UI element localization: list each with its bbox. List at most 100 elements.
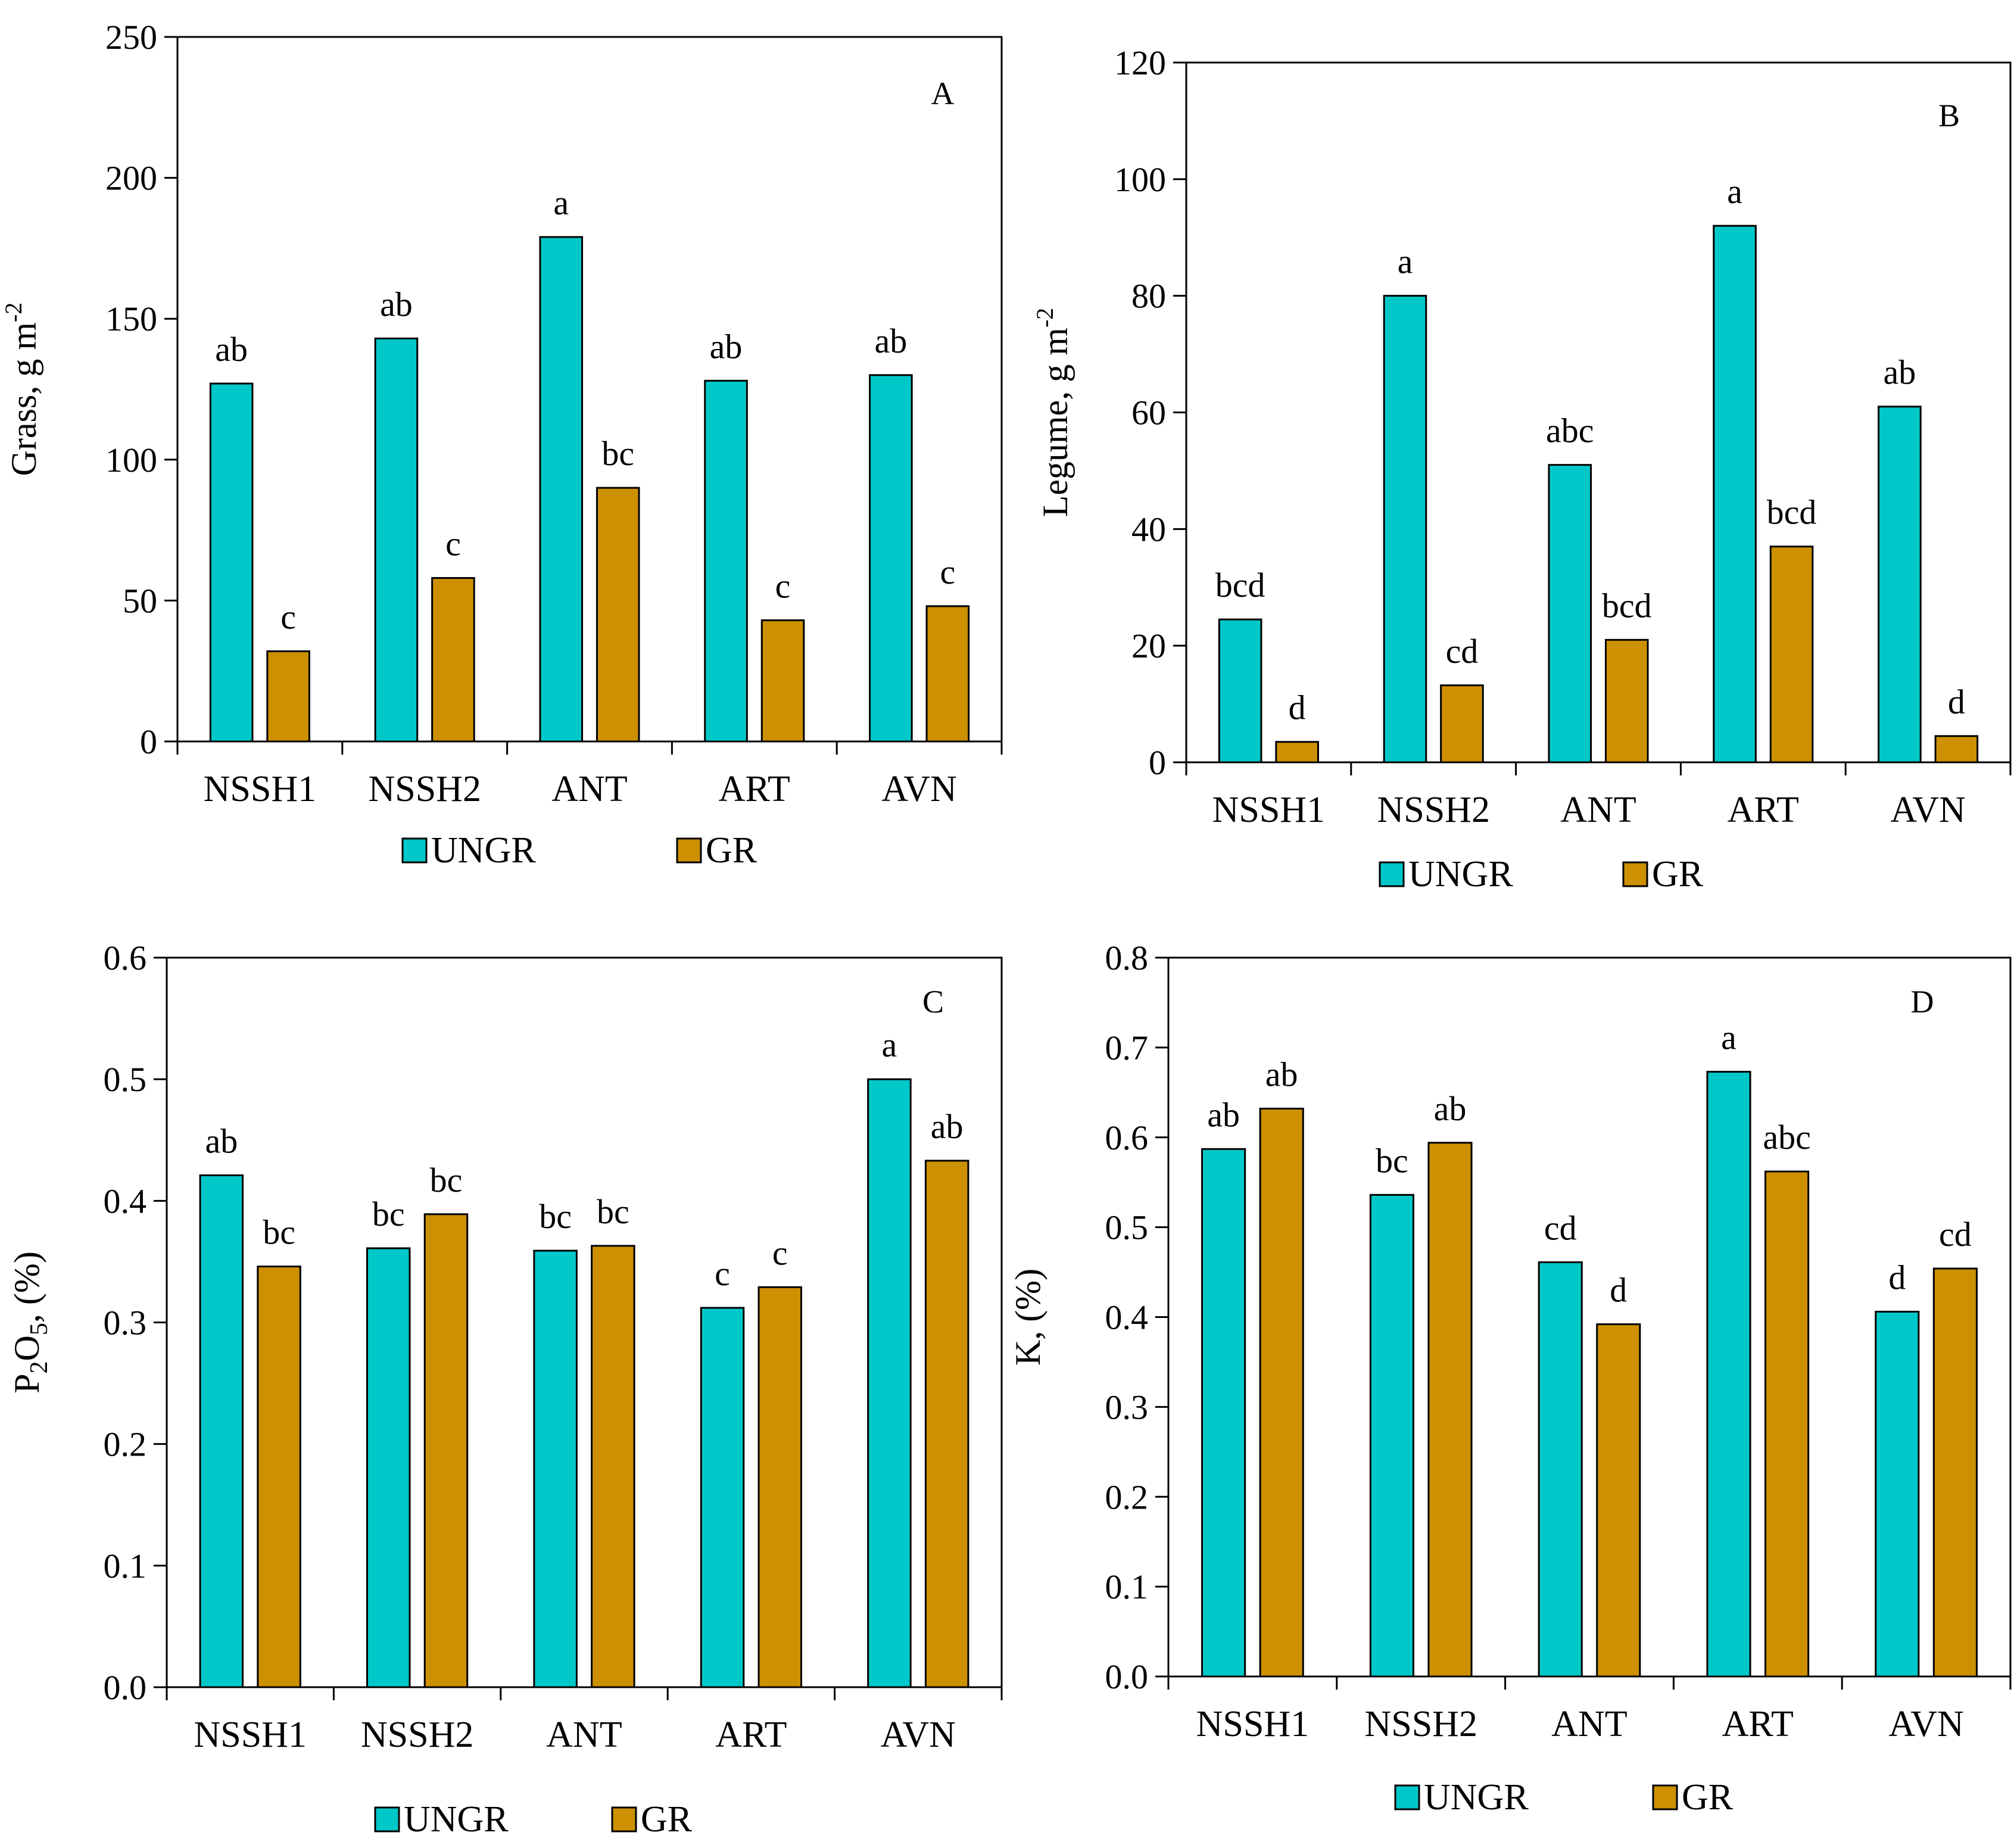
y-tick-label: 0.8 xyxy=(1105,939,1149,977)
ungrazed-bar xyxy=(539,236,584,743)
significance-label: c xyxy=(772,1233,788,1272)
y-tick-label: 0.6 xyxy=(104,939,147,977)
y-tick-label: 50 xyxy=(123,581,157,620)
grazed-bar xyxy=(1440,684,1484,763)
x-category-label: ART xyxy=(1722,1704,1794,1744)
grazed-bar xyxy=(1764,1170,1810,1678)
significance-label: ab xyxy=(874,322,907,360)
ungrazed-bar xyxy=(1218,618,1262,763)
legend-swatch-grazed xyxy=(676,837,702,864)
ungrazed-bar xyxy=(1713,225,1757,763)
y-tick-label: 150 xyxy=(105,300,157,338)
grazed-bar xyxy=(1932,1267,1978,1678)
y-tick-label: 40 xyxy=(1131,510,1166,549)
x-category-label: ANT xyxy=(551,769,627,809)
ungrazed-bar xyxy=(366,1247,411,1688)
y-tick-label: 60 xyxy=(1131,394,1166,432)
plot-frame xyxy=(176,36,1003,743)
y-tick-label: 20 xyxy=(1131,627,1166,665)
significance-label: ab xyxy=(205,1121,238,1160)
significance-label: a xyxy=(553,183,569,222)
grazed-bar xyxy=(925,605,970,743)
ungrazed-bar xyxy=(1383,295,1427,763)
legend: UNGR GR xyxy=(1379,854,1704,895)
x-category-label: NSSH1 xyxy=(194,1715,307,1755)
y-tick-label: 0.5 xyxy=(104,1060,147,1099)
y-tick-label: 0.0 xyxy=(1105,1657,1149,1696)
grazed-bar xyxy=(1604,638,1649,763)
significance-label: bc xyxy=(1376,1141,1408,1180)
ungrazed-bar xyxy=(867,1078,912,1688)
significance-label: c xyxy=(280,598,296,637)
grazed-bar xyxy=(1934,735,1979,763)
y-tick-label: 0.3 xyxy=(1105,1388,1149,1426)
legend: UNGR GR xyxy=(374,1799,693,1840)
x-category-label: NSSH2 xyxy=(1377,790,1490,830)
ungrazed-bar xyxy=(1538,1261,1583,1678)
ungrazed-bar xyxy=(209,382,254,743)
y-axis-title: K, (%) xyxy=(1008,1269,1047,1366)
panel-d-potassium-chart: 0.0 0.1 0.2 0.3 0.4 0.5 0.6 0.7 0.8 NSSH1 NSSH2 ANT… xyxy=(1008,939,2012,1818)
ungrazed-bar xyxy=(1706,1071,1751,1678)
y-tick-label: 0.1 xyxy=(104,1547,147,1585)
x-category-label: ART xyxy=(719,769,790,809)
ungrazed-bar xyxy=(1878,406,1922,763)
legend: UNGR GR xyxy=(1394,1777,1734,1818)
y-axis-title: P2O5, (%) xyxy=(7,1251,53,1394)
significance-label: d xyxy=(1289,688,1306,727)
y-tick-label: 0.4 xyxy=(1105,1298,1149,1337)
x-category-label: AVN xyxy=(881,769,956,809)
x-category-label: NSSH2 xyxy=(1364,1704,1477,1744)
legend-swatch-ungrazed xyxy=(374,1806,400,1833)
grazed-bar xyxy=(924,1160,969,1688)
legend-label-ungrazed: UNGR xyxy=(404,1799,509,1840)
legend-label-grazed: GR xyxy=(1652,854,1704,895)
significance-label: bc xyxy=(539,1197,572,1236)
significance-label: c xyxy=(940,553,955,591)
grazed-bar xyxy=(431,577,475,743)
grazed-bar xyxy=(1769,546,1814,763)
grazed-bar xyxy=(760,619,805,743)
x-category-label: ART xyxy=(715,1715,787,1755)
significance-label: c xyxy=(445,525,461,563)
ungrazed-bar xyxy=(1548,464,1592,763)
y-tick-label: 0.2 xyxy=(104,1425,147,1464)
panel-letter: C xyxy=(922,984,944,1020)
x-category-label: AVN xyxy=(881,1715,956,1755)
x-category-label: ANT xyxy=(1551,1704,1627,1744)
legend-swatch-grazed xyxy=(1652,1784,1678,1810)
panel-a-grass-chart: 0 50 100 150 200 250 NSSH1 NSSH2 ANT ART AVN ab ab a a… xyxy=(0,18,1003,871)
y-tick-label: 250 xyxy=(105,18,157,57)
significance-label: ab xyxy=(931,1107,964,1146)
ungrazed-bar xyxy=(869,374,913,743)
ungrazed-bar xyxy=(700,1307,745,1688)
significance-label: abc xyxy=(1546,412,1594,450)
significance-label: a xyxy=(1721,1018,1736,1057)
grazed-bar xyxy=(591,1245,635,1688)
significance-label: a xyxy=(882,1026,897,1064)
ungrazed-bar xyxy=(704,379,748,743)
ungrazed-bar xyxy=(374,337,419,743)
panel-letter: D xyxy=(1911,984,1934,1020)
significance-label: bc xyxy=(263,1213,295,1252)
legend-label-grazed: GR xyxy=(706,830,757,871)
significance-label: abc xyxy=(1763,1118,1811,1157)
x-category-label: NSSH1 xyxy=(1212,790,1326,830)
x-category-label: ANT xyxy=(546,1715,622,1755)
x-category-label: AVN xyxy=(1890,790,1965,830)
significance-label: c xyxy=(775,567,791,606)
grazed-bar xyxy=(1427,1142,1473,1678)
ungrazed-bar xyxy=(1201,1148,1246,1678)
x-category-label: NSSH2 xyxy=(368,769,481,809)
grazed-bar xyxy=(257,1266,301,1688)
significance-label: ab xyxy=(1883,353,1916,392)
y-tick-label: 0.0 xyxy=(104,1668,147,1707)
y-tick-label: 80 xyxy=(1131,277,1166,316)
significance-label: ab xyxy=(710,327,743,366)
legend-label-ungrazed: UNGR xyxy=(1408,854,1513,895)
y-tick-label: 0.4 xyxy=(104,1182,147,1220)
y-tick-label: 0.3 xyxy=(104,1304,147,1342)
significance-label: bcd xyxy=(1767,493,1817,532)
y-tick-label: 200 xyxy=(105,159,157,198)
